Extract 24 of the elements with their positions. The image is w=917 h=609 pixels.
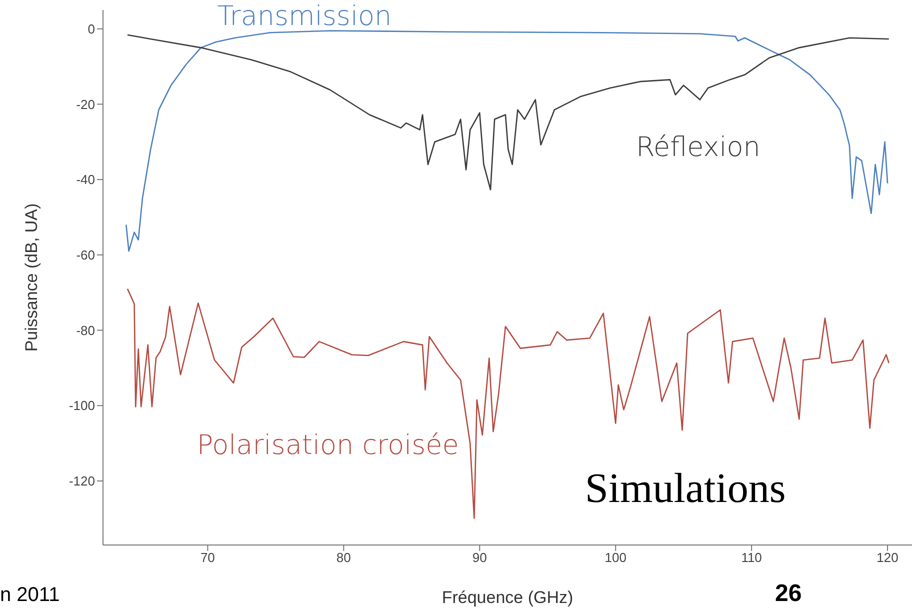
y-tick-label: -40	[76, 172, 95, 188]
x-tick-label: 70	[200, 550, 215, 566]
x-axis-title: Fréquence (GHz)	[442, 588, 574, 607]
x-tick-label: 120	[876, 550, 898, 566]
x-tick-label: 110	[741, 550, 762, 566]
annotation: Simulations	[585, 466, 786, 512]
line-series	[126, 34, 890, 190]
y-tick-label: -60	[76, 248, 95, 263]
series-label: Polarisation croisée	[196, 430, 459, 461]
y-tick-label: -120	[68, 474, 95, 489]
series-label: Réflexion	[636, 132, 760, 164]
line-series	[125, 30, 888, 252]
y-tick-label: 0	[88, 21, 95, 36]
text: n 2011	[0, 584, 60, 606]
y-axis-title: Puissance (dB, UA)	[22, 203, 42, 352]
x-tick-label: 90	[472, 550, 487, 566]
y-tick-label: -80	[76, 322, 95, 338]
x-tick-label: 80	[336, 550, 351, 566]
y-tick-label: -20	[76, 96, 95, 112]
y-tick-label: -100	[68, 398, 95, 414]
line-series	[126, 288, 890, 519]
series-label: Transmission	[217, 0, 392, 32]
text: 26	[775, 580, 802, 607]
x-tick-label: 100	[604, 550, 626, 566]
